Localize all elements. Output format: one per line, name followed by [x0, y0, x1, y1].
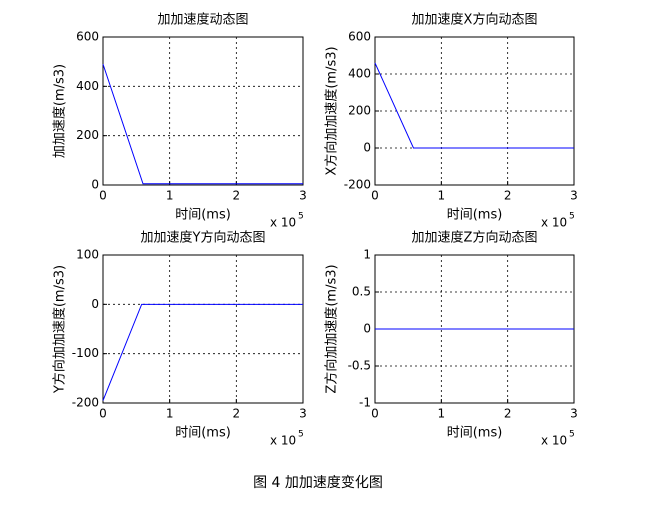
y-tick-label: 200: [76, 128, 99, 142]
x-tick-label: 2: [504, 407, 512, 421]
y-tick-label: 200: [348, 104, 371, 118]
x-tick-label: 0: [371, 189, 379, 203]
x-scale-base: x 10: [541, 434, 567, 448]
data-line: [102, 303, 303, 401]
y-tick-label: -1: [359, 396, 371, 410]
x-tick-label: 3: [570, 407, 578, 421]
plot-area: [374, 36, 575, 186]
chart-title: 加加速度动态图: [157, 12, 248, 28]
data-line: [374, 62, 574, 149]
y-tick-label: 400: [348, 67, 371, 81]
x-tick-label: 0: [99, 189, 107, 203]
x-tick-label: 3: [570, 189, 578, 203]
x-tick-label: 0: [371, 407, 379, 421]
x-tick-label: 0: [99, 407, 107, 421]
y-axis-label: Y方向加加速度(m/s3): [52, 265, 68, 394]
x-axis-label: 时间(ms): [175, 208, 231, 223]
y-axis-label: 加加速度(m/s3): [52, 64, 68, 158]
y-tick-label: 600: [76, 30, 99, 44]
y-tick-label: -200: [72, 396, 99, 410]
y-tick-label: -200: [344, 178, 371, 192]
chart-title: 加加速度X方向动态图: [412, 12, 538, 28]
x-tick-label: 3: [299, 407, 307, 421]
x-tick-label: 2: [233, 189, 241, 203]
y-tick-label: 400: [76, 79, 99, 93]
y-axis-label: X方向加加速度(m/s3): [324, 46, 340, 175]
plot-area: [102, 36, 304, 186]
y-tick-label: 0: [363, 322, 371, 336]
x-tick-label: 3: [299, 189, 307, 203]
y-tick-label: 0: [91, 178, 99, 192]
y-axis-label: Z方向加加速度(m/s3): [324, 264, 340, 393]
x-scale-exponent: 5: [569, 212, 575, 222]
x-scale-base: x 10: [270, 434, 296, 448]
plot-area: [102, 254, 304, 404]
y-tick-label: 0: [91, 297, 99, 311]
x-tick-label: 1: [438, 407, 446, 421]
x-scale-exponent: 5: [298, 212, 304, 222]
x-tick-label: 1: [166, 407, 174, 421]
subplot: 0 1 2 3-2000200400600加加速度X方向动态图时间(ms)X方向加加速…: [324, 12, 578, 230]
x-tick-label: 1: [166, 189, 174, 203]
x-tick-label: 2: [233, 407, 241, 421]
y-tick-label: 0.5: [352, 285, 371, 299]
y-tick-label: 0: [363, 141, 371, 155]
x-scale-base: x 10: [270, 216, 296, 230]
x-scale-exponent: 5: [569, 430, 575, 440]
y-tick-label: 600: [348, 30, 371, 44]
y-tick-label: -100: [72, 346, 99, 360]
x-axis-label: 时间(ms): [447, 426, 503, 441]
x-tick-label: 1: [438, 189, 446, 203]
data-line: [102, 63, 303, 185]
x-tick-label: 2: [504, 189, 512, 203]
x-axis-label: 时间(ms): [447, 208, 503, 223]
figure-caption: 图 4 加加速度变化图: [253, 475, 383, 491]
chart-title: 加加速度Z方向动态图: [412, 230, 538, 246]
y-tick-label: -0.5: [348, 359, 371, 373]
x-scale-base: x 10: [541, 216, 567, 230]
x-scale-exponent: 5: [298, 430, 304, 440]
x-axis-label: 时间(ms): [175, 426, 231, 441]
y-tick-label: 1: [363, 248, 371, 262]
y-tick-label: 100: [76, 248, 99, 262]
chart-title: 加加速度Y方向动态图: [141, 230, 266, 246]
